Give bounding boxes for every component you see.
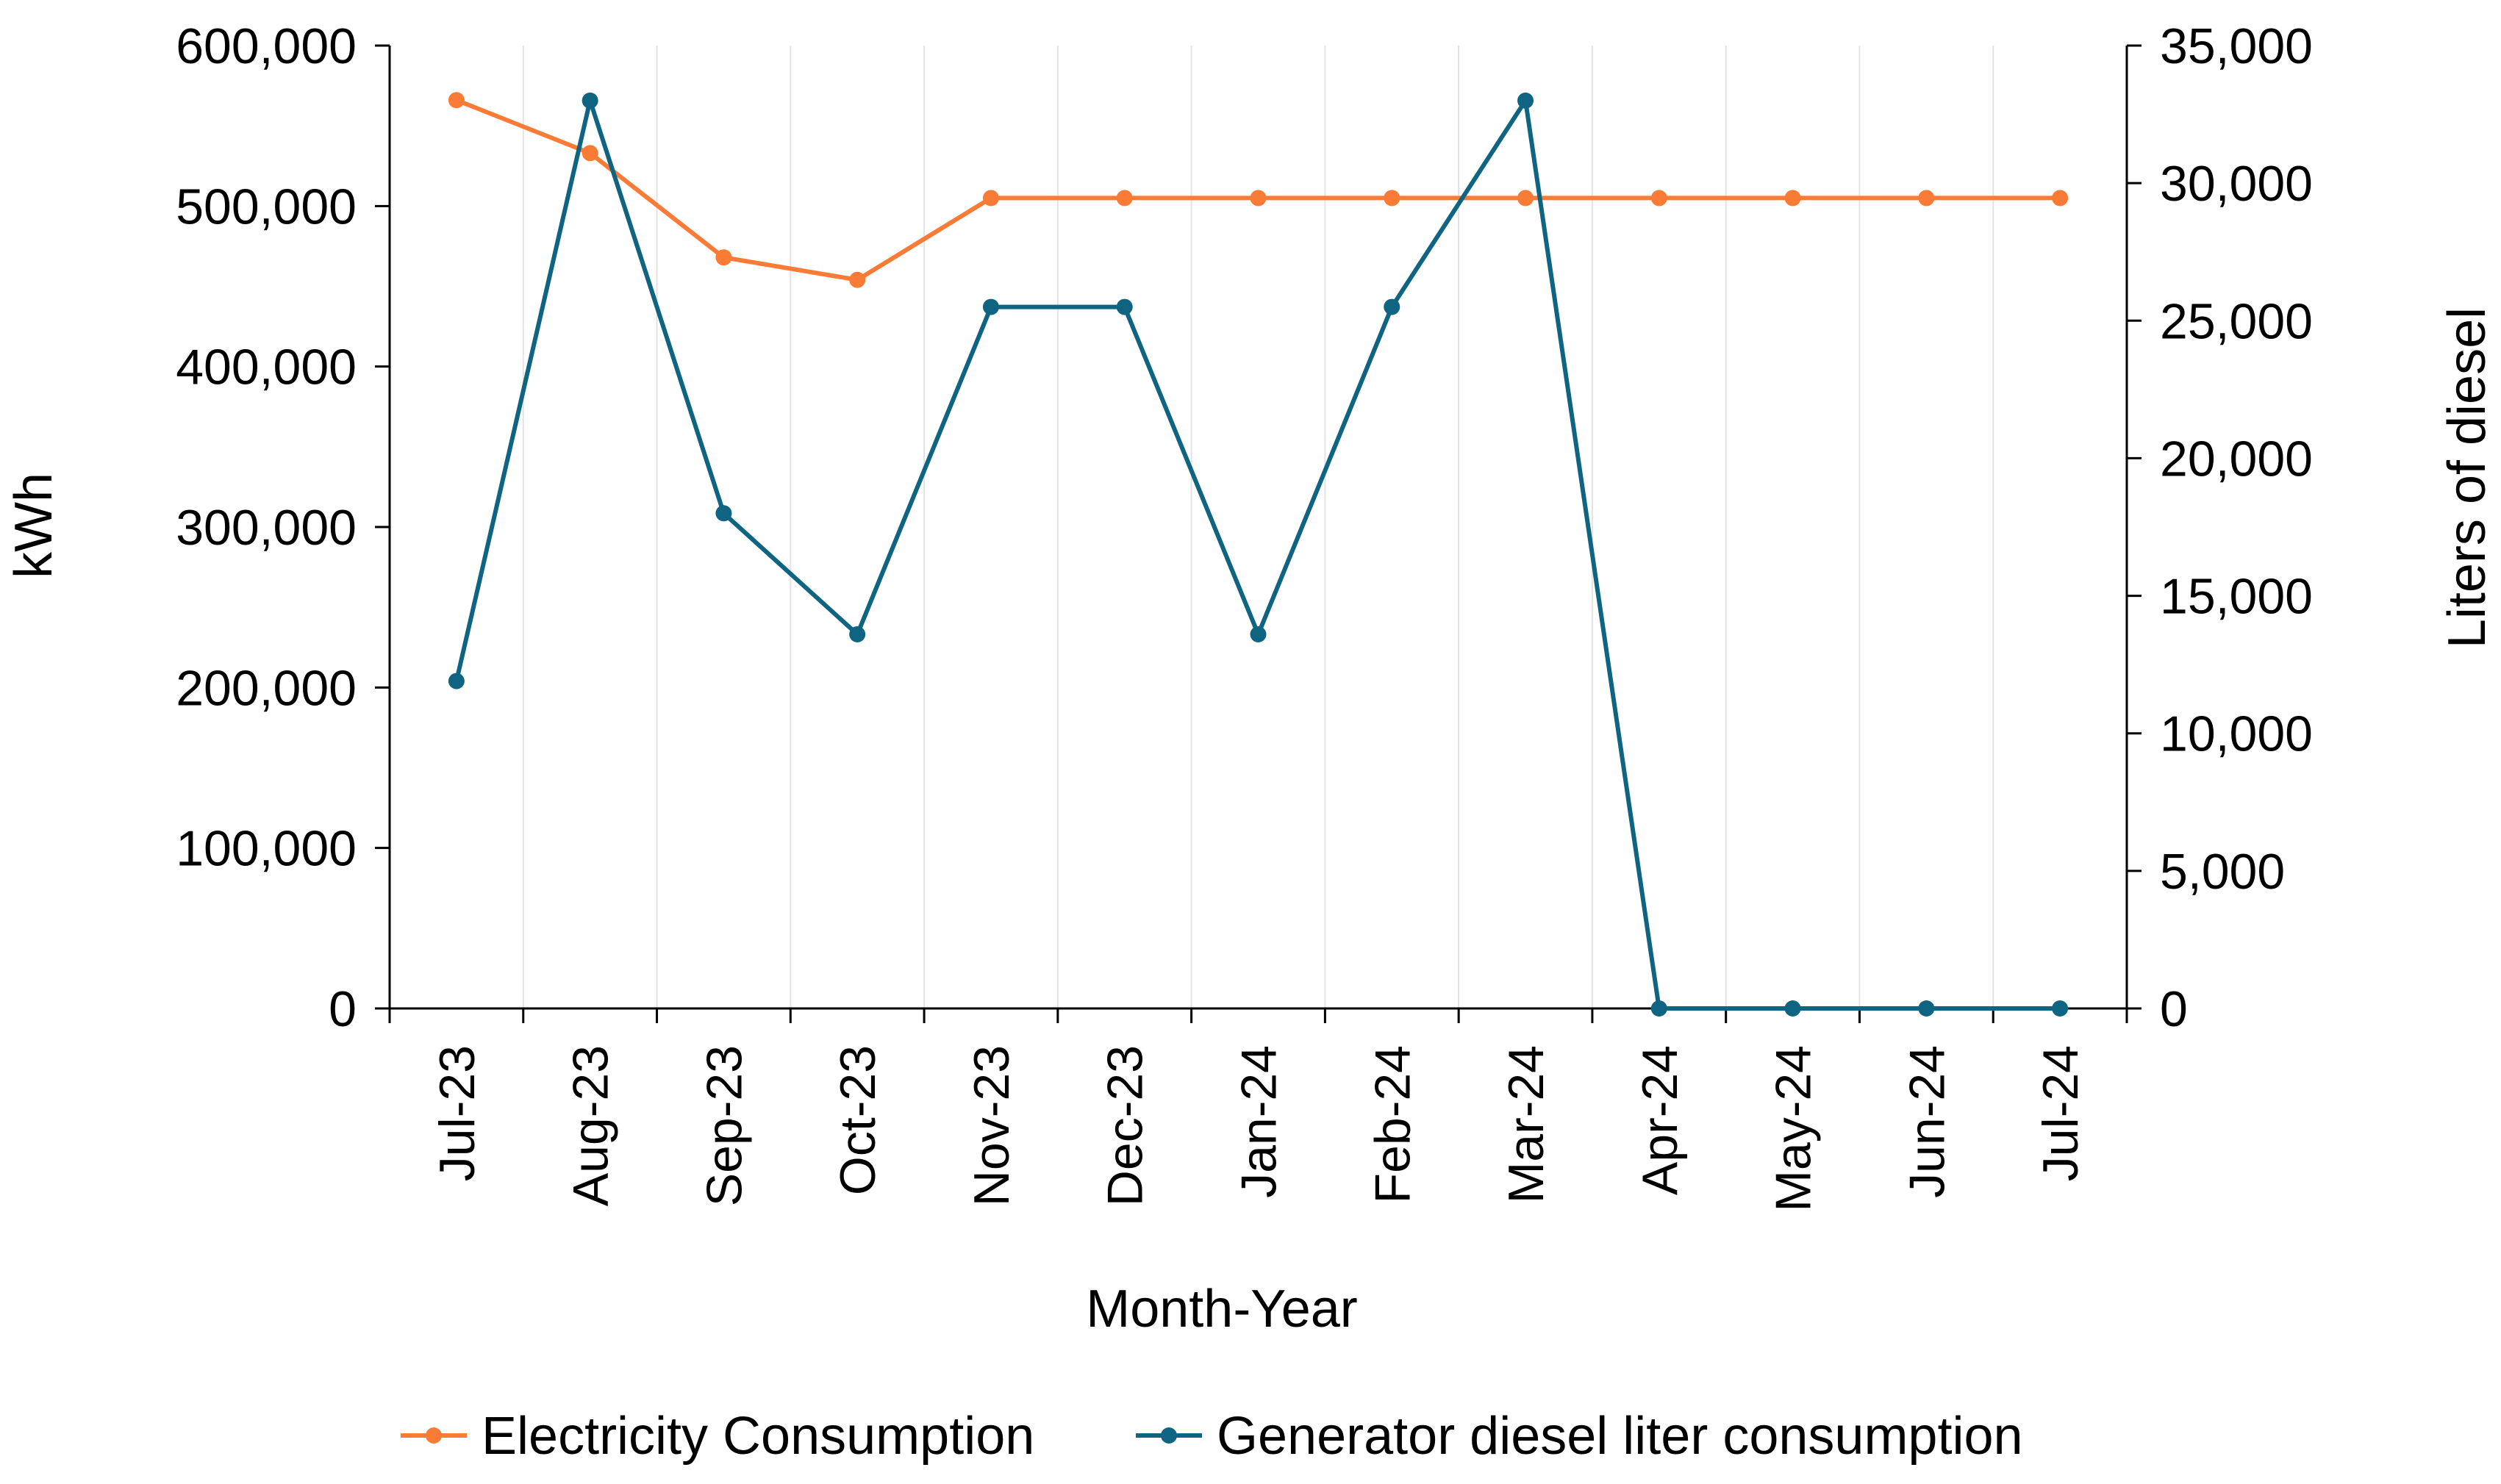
legend-swatch-marker bbox=[1161, 1427, 1177, 1444]
series-1-point bbox=[448, 92, 465, 109]
series-1-point bbox=[849, 271, 866, 288]
legend-swatch-marker bbox=[426, 1427, 442, 1444]
y2-tick-label: 35,000 bbox=[2160, 18, 2313, 74]
x-tick-label: Nov-23 bbox=[964, 1045, 1020, 1206]
y-axis-title: kWh bbox=[4, 473, 63, 578]
x-tick-label: Jun-24 bbox=[1899, 1045, 1955, 1198]
series-2-point bbox=[982, 298, 999, 315]
y-tick-label: 400,000 bbox=[176, 340, 357, 395]
series-2-point bbox=[1918, 1000, 1935, 1017]
y-tick-label: 600,000 bbox=[176, 18, 357, 74]
y2-tick-label: 10,000 bbox=[2160, 706, 2313, 762]
y-tick-label: 100,000 bbox=[176, 821, 357, 877]
x-tick-label: Apr-24 bbox=[1632, 1045, 1688, 1195]
y2-tick-label: 15,000 bbox=[2160, 569, 2313, 625]
y2-tick-label: 5,000 bbox=[2160, 844, 2285, 900]
y2-tick-label: 20,000 bbox=[2160, 431, 2313, 487]
series bbox=[448, 92, 2069, 1017]
x-tick-label: Sep-23 bbox=[696, 1045, 752, 1206]
y-tick-label: 0 bbox=[329, 981, 357, 1037]
x-tick-label: May-24 bbox=[1766, 1045, 1822, 1212]
series-2-point bbox=[849, 625, 866, 642]
legend-label: Electricity Consumption bbox=[482, 1407, 1034, 1466]
series-1-point bbox=[982, 190, 999, 207]
series-2-point bbox=[1384, 298, 1400, 315]
series-1-point bbox=[1116, 190, 1133, 207]
y-tick-label: 200,000 bbox=[176, 660, 357, 716]
series-2-point bbox=[1250, 625, 1267, 642]
series-1-point bbox=[1250, 190, 1267, 207]
x-tick-label: Dec-23 bbox=[1098, 1045, 1153, 1206]
y2-tick-label: 30,000 bbox=[2160, 156, 2313, 212]
tick-labels: 0 100,000 200,000 300,000 400,000 500,000 600,… bbox=[176, 18, 2313, 1212]
series-1-point bbox=[1517, 190, 1534, 207]
series-1-point bbox=[1918, 190, 1935, 207]
x-tick-label: Jan-24 bbox=[1231, 1045, 1287, 1198]
x-tick-label: Mar-24 bbox=[1498, 1045, 1554, 1203]
y2-tick-label: 0 bbox=[2160, 981, 2188, 1037]
x-tick-label: Oct-23 bbox=[830, 1045, 886, 1195]
y-tick-label: 300,000 bbox=[176, 500, 357, 556]
series-2-point bbox=[1650, 1000, 1667, 1017]
series-1-point bbox=[2052, 190, 2069, 207]
gridlines bbox=[522, 46, 2128, 1008]
series-2-point bbox=[2052, 1000, 2069, 1017]
x-tick-label: Aug-23 bbox=[563, 1045, 619, 1206]
legend-label: Generator diesel liter consumption bbox=[1217, 1407, 2023, 1466]
y2-tick-label: 25,000 bbox=[2160, 293, 2313, 349]
y2-axis-title: Liters of diesel bbox=[2438, 307, 2497, 648]
y-tick-label: 500,000 bbox=[176, 179, 357, 234]
series-2-point bbox=[715, 505, 732, 522]
series-1-point bbox=[582, 145, 598, 162]
series-1-point bbox=[1784, 190, 1801, 207]
series-1-point bbox=[1384, 190, 1400, 207]
series-2-point bbox=[1517, 92, 1534, 109]
series-1-point bbox=[1650, 190, 1667, 207]
x-axis-title: Month-Year bbox=[1086, 1280, 1358, 1338]
x-tick-label: Jul-23 bbox=[429, 1045, 485, 1181]
series-1-point bbox=[715, 249, 732, 266]
legend: Electricity Consumption Generator diesel … bbox=[401, 1407, 2023, 1466]
x-tick-label: Feb-24 bbox=[1364, 1045, 1420, 1203]
series-2-point bbox=[1116, 298, 1133, 315]
series-2-point bbox=[1784, 1000, 1801, 1017]
x-tick-label: Jul-24 bbox=[2033, 1045, 2089, 1181]
series-2-point bbox=[448, 673, 465, 689]
series-2-point bbox=[582, 92, 598, 109]
